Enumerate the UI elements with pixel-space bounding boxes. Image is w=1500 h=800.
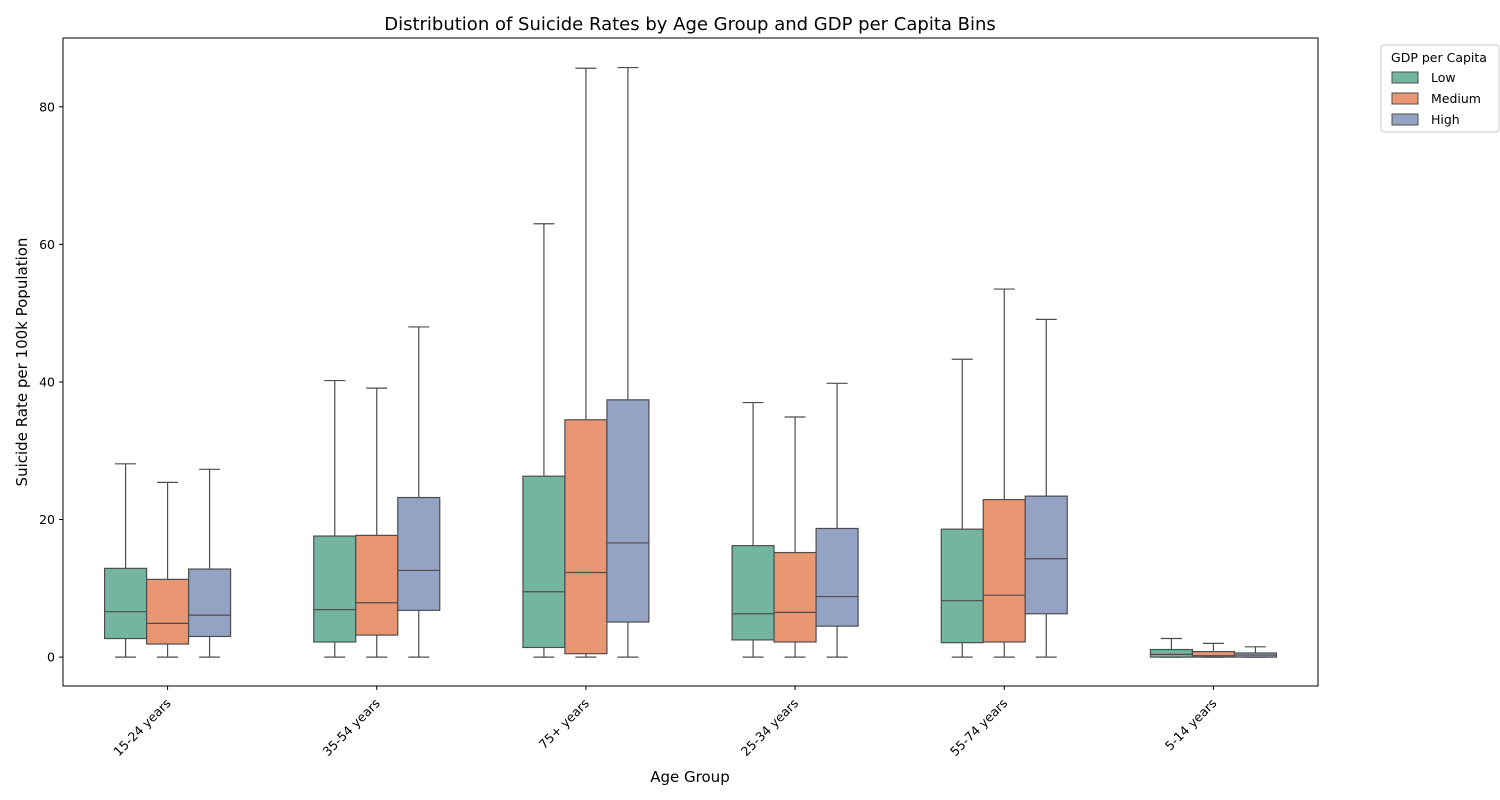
box-iqr: [103, 567, 148, 640]
box-high: [1024, 318, 1068, 658]
box-high: [1233, 646, 1278, 658]
legend-label-low: Low: [1431, 70, 1456, 85]
y-tick-label: 0: [47, 650, 55, 665]
box-low: [313, 379, 357, 658]
box-medium: [145, 481, 190, 658]
x-axis-title: Age Group: [650, 768, 729, 786]
box-low: [522, 223, 566, 658]
box-iqr: [731, 545, 775, 641]
box-medium: [355, 387, 399, 658]
x-tick-label: 15-24 years: [110, 696, 173, 759]
legend-items: Low Medium High: [1391, 70, 1481, 127]
box-low: [940, 358, 984, 658]
box-iqr: [815, 527, 859, 627]
y-tick-label: 40: [39, 374, 55, 389]
box-low: [731, 401, 775, 658]
plot-area: [103, 66, 1278, 658]
chart-title: Distribution of Suicide Rates by Age Gro…: [384, 14, 996, 35]
legend: GDP per Capita Low Medium High: [1380, 44, 1500, 133]
box-iqr: [564, 419, 608, 655]
box-low: [103, 463, 148, 658]
legend-label-high: High: [1431, 112, 1460, 127]
y-tick-label: 60: [39, 237, 55, 252]
box-iqr: [187, 568, 232, 638]
box-medium: [1191, 642, 1236, 658]
x-tick-label: 5-14 years: [1162, 696, 1220, 754]
y-tick-label: 80: [39, 99, 55, 114]
box-iqr: [1024, 495, 1068, 615]
box-iqr: [355, 534, 399, 636]
box-iqr: [1149, 648, 1194, 658]
box-high: [397, 326, 441, 658]
box-iqr: [982, 498, 1026, 643]
x-tick-label: 75+ years: [536, 696, 592, 752]
y-tick-label: 20: [39, 512, 55, 527]
legend-label-medium: Medium: [1431, 91, 1481, 106]
box-high: [606, 66, 650, 658]
box-medium: [564, 67, 608, 658]
box-high: [187, 468, 232, 658]
x-tick-label: 25-34 years: [738, 696, 801, 759]
box-iqr: [522, 475, 566, 649]
box-low: [1149, 637, 1194, 658]
legend-title: GDP per Capita: [1391, 50, 1487, 65]
box-iqr: [397, 496, 441, 611]
box-medium: [773, 416, 817, 658]
legend-swatch-high: [1391, 113, 1419, 126]
box-medium: [982, 288, 1026, 658]
box-iqr: [940, 528, 984, 644]
plot-frame: [62, 37, 1319, 687]
box-high: [815, 382, 859, 658]
legend-frame: [1380, 44, 1500, 133]
x-tick-label: 35-54 years: [319, 696, 382, 759]
x-tick-label: 55-74 years: [947, 696, 1010, 759]
legend-swatch-medium: [1391, 92, 1419, 105]
legend-swatch-low: [1391, 71, 1419, 84]
box-iqr: [313, 535, 357, 643]
y-axis-title: Suicide Rate per 100k Population: [13, 238, 31, 487]
box-iqr: [145, 578, 190, 645]
box-iqr: [773, 551, 817, 643]
box-iqr: [606, 399, 650, 623]
